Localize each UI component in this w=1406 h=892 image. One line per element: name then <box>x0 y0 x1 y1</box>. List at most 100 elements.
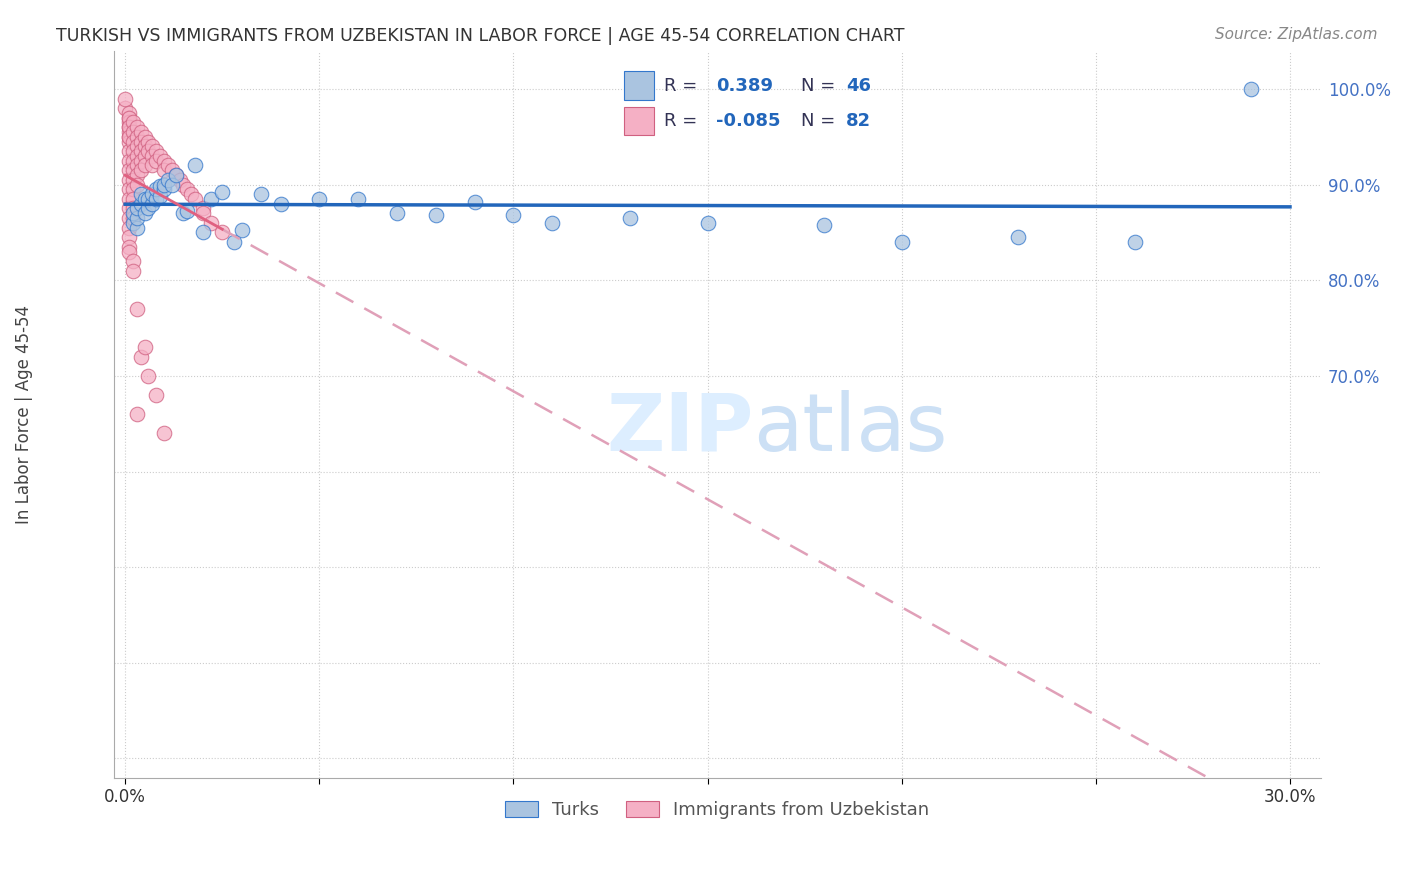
Point <box>191 202 214 216</box>
Point <box>502 208 524 222</box>
Point <box>125 158 148 172</box>
Point <box>125 120 148 135</box>
Point <box>138 368 160 383</box>
Point <box>118 115 141 129</box>
Point <box>134 139 156 153</box>
Point <box>250 187 273 202</box>
Point <box>125 211 148 225</box>
Point <box>118 129 141 144</box>
Point <box>141 187 163 202</box>
Point <box>125 149 148 163</box>
Point <box>129 135 152 149</box>
Point <box>118 202 141 216</box>
Point <box>138 202 160 216</box>
Point <box>145 144 167 158</box>
Point <box>141 196 163 211</box>
Point <box>813 218 835 232</box>
Point <box>153 163 176 178</box>
Point <box>149 189 172 203</box>
Point <box>145 153 167 168</box>
Point <box>118 230 141 244</box>
Point <box>231 223 253 237</box>
Point <box>165 168 187 182</box>
Point <box>118 120 141 135</box>
Point <box>138 135 160 149</box>
Point <box>122 125 145 139</box>
Point <box>200 216 222 230</box>
Point <box>191 206 214 220</box>
Point <box>134 129 156 144</box>
Point <box>541 216 564 230</box>
Point <box>118 129 141 144</box>
Point <box>118 211 141 225</box>
Point <box>308 192 330 206</box>
Point <box>134 192 156 206</box>
Point <box>153 426 176 441</box>
Point <box>118 111 141 125</box>
Point <box>122 163 145 178</box>
Point <box>141 149 163 163</box>
Text: TURKISH VS IMMIGRANTS FROM UZBEKISTAN IN LABOR FORCE | AGE 45-54 CORRELATION CHA: TURKISH VS IMMIGRANTS FROM UZBEKISTAN IN… <box>56 27 904 45</box>
Point <box>129 187 152 202</box>
Point <box>145 182 167 196</box>
Point <box>118 125 141 139</box>
Point <box>122 144 145 158</box>
Point <box>211 226 233 240</box>
Point <box>125 220 148 235</box>
Point <box>153 178 176 192</box>
Point <box>114 101 136 115</box>
Point <box>169 173 191 187</box>
Point <box>134 340 156 354</box>
Point <box>122 202 145 216</box>
Point <box>191 226 214 240</box>
Point <box>138 192 160 206</box>
Point <box>118 144 141 158</box>
Point <box>118 135 141 149</box>
Point <box>122 173 145 187</box>
Point <box>125 202 148 216</box>
Point <box>122 153 145 168</box>
Point <box>114 91 136 105</box>
Point <box>122 263 145 277</box>
Point <box>118 111 141 125</box>
Point <box>129 350 152 364</box>
Point <box>141 158 163 172</box>
Text: Source: ZipAtlas.com: Source: ZipAtlas.com <box>1215 27 1378 42</box>
Point <box>1007 230 1029 244</box>
Point <box>184 192 207 206</box>
Point <box>122 135 145 149</box>
Point <box>270 196 292 211</box>
Point <box>129 196 152 211</box>
Point <box>125 301 148 316</box>
Point <box>149 149 172 163</box>
Point <box>125 178 148 192</box>
Point <box>134 149 156 163</box>
Point <box>425 208 447 222</box>
Point <box>696 216 718 230</box>
Point <box>145 388 167 402</box>
Point <box>890 235 912 249</box>
Point <box>118 182 141 196</box>
Point <box>145 192 167 206</box>
Point <box>122 115 145 129</box>
Point <box>153 153 176 168</box>
Point <box>156 173 179 187</box>
Point <box>211 186 233 200</box>
Point <box>122 192 145 206</box>
Point <box>134 206 156 220</box>
Point <box>118 240 141 254</box>
Legend: Turks, Immigrants from Uzbekistan: Turks, Immigrants from Uzbekistan <box>498 794 936 827</box>
Point <box>122 182 145 196</box>
Point <box>129 153 152 168</box>
Point <box>160 178 183 192</box>
Point <box>149 179 172 194</box>
Point <box>122 206 145 220</box>
Point <box>138 144 160 158</box>
Point <box>176 182 198 196</box>
Point <box>122 216 145 230</box>
Point <box>125 168 148 182</box>
Point <box>141 139 163 153</box>
Point <box>118 192 141 206</box>
Text: atlas: atlas <box>754 390 948 467</box>
Point <box>129 163 152 178</box>
